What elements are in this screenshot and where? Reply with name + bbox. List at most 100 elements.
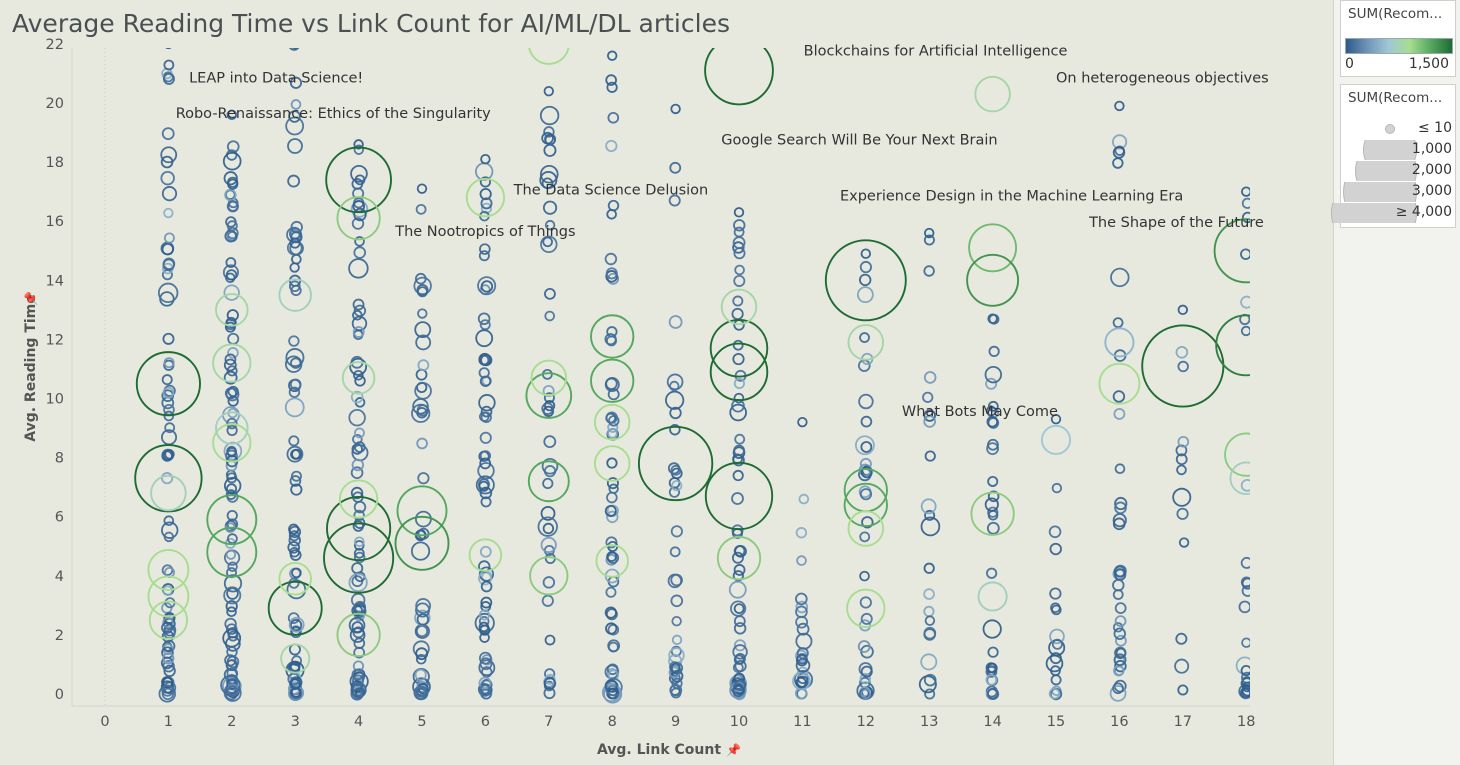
scatter-point[interactable]: [716, 535, 762, 581]
scatter-point[interactable]: [226, 509, 238, 522]
scatter-point[interactable]: [286, 445, 304, 463]
scatter-point[interactable]: [415, 368, 428, 381]
scatter-point[interactable]: [479, 176, 491, 188]
scatter-point[interactable]: [480, 496, 492, 508]
scatter-point[interactable]: [1241, 186, 1251, 197]
scatter-point[interactable]: [796, 622, 810, 636]
scatter-point[interactable]: [212, 423, 252, 463]
scatter-point[interactable]: [479, 431, 492, 444]
scatter-point[interactable]: [1114, 100, 1125, 112]
scatter-point[interactable]: [286, 579, 307, 600]
scatter-point[interactable]: [1049, 542, 1062, 556]
scatter-point[interactable]: [860, 415, 873, 428]
scatter-point[interactable]: [732, 352, 745, 366]
scatter-point[interactable]: [1175, 632, 1188, 645]
scatter-point[interactable]: [1241, 676, 1251, 688]
scatter-point[interactable]: [733, 274, 746, 287]
scatter-point[interactable]: [920, 653, 938, 671]
scatter-point[interactable]: [350, 681, 367, 698]
scatter-point[interactable]: [412, 640, 430, 658]
scatter-point[interactable]: [1114, 564, 1127, 578]
scatter-point[interactable]: [289, 678, 302, 690]
scatter-point[interactable]: [606, 491, 618, 504]
scatter-point[interactable]: [1172, 487, 1192, 507]
scatter-point[interactable]: [414, 321, 432, 339]
scatter-point[interactable]: [543, 677, 557, 690]
scatter-point[interactable]: [923, 409, 936, 422]
scatter-point[interactable]: [227, 630, 239, 642]
scatter-point[interactable]: [226, 424, 238, 437]
scatter-point[interactable]: [593, 445, 631, 482]
scatter-point[interactable]: [734, 433, 746, 445]
scatter-point[interactable]: [968, 223, 1018, 273]
scatter-point[interactable]: [986, 521, 1000, 535]
scatter-point[interactable]: [796, 653, 808, 665]
scatter-point[interactable]: [478, 367, 490, 379]
scatter-point[interactable]: [162, 652, 175, 665]
scatter-point[interactable]: [163, 357, 175, 369]
scatter-point[interactable]: [670, 573, 683, 587]
scatter-point[interactable]: [1114, 496, 1128, 511]
scatter-point[interactable]: [924, 450, 936, 462]
scatter-point[interactable]: [474, 612, 495, 634]
scatter-point[interactable]: [226, 606, 237, 617]
scatter-point[interactable]: [336, 612, 381, 658]
scatter-point[interactable]: [670, 525, 683, 538]
scatter-point[interactable]: [605, 411, 618, 424]
scatter-point[interactable]: [669, 424, 681, 436]
scatter-point[interactable]: [1240, 295, 1252, 309]
scatter-point[interactable]: [669, 546, 681, 558]
scatter-point[interactable]: [542, 477, 554, 490]
scatter-point[interactable]: [734, 545, 747, 558]
scatter-point[interactable]: [539, 164, 559, 184]
scatter-point[interactable]: [1177, 684, 1189, 696]
scatter-point[interactable]: [475, 329, 494, 348]
scatter-point[interactable]: [731, 524, 744, 537]
scatter-point[interactable]: [224, 617, 237, 631]
scatter-point[interactable]: [354, 536, 365, 548]
scatter-point[interactable]: [1104, 327, 1135, 358]
scatter-point[interactable]: [479, 187, 492, 201]
scatter-point[interactable]: [396, 485, 448, 537]
scatter-point[interactable]: [856, 286, 874, 304]
scatter-point[interactable]: [351, 604, 363, 617]
scatter-point[interactable]: [733, 603, 745, 614]
scatter-point[interactable]: [353, 509, 365, 522]
scatter-point[interactable]: [590, 314, 635, 359]
scatter-point[interactable]: [920, 498, 937, 515]
scatter-point[interactable]: [163, 59, 175, 71]
scatter-point[interactable]: [860, 612, 873, 625]
scatter-point[interactable]: [478, 480, 490, 492]
scatter-point[interactable]: [480, 405, 493, 418]
scatter-point[interactable]: [288, 110, 301, 123]
scatter-point[interactable]: [922, 391, 934, 403]
scatter-point[interactable]: [709, 342, 769, 402]
scatter-point[interactable]: [226, 659, 239, 672]
scatter-point[interactable]: [605, 74, 617, 86]
scatter-point[interactable]: [336, 196, 381, 241]
scatter-point[interactable]: [414, 382, 432, 400]
scatter-point[interactable]: [733, 207, 745, 218]
scatter-point[interactable]: [288, 534, 301, 547]
scatter-point[interactable]: [480, 153, 491, 165]
scatter-point[interactable]: [605, 377, 618, 390]
scatter-point[interactable]: [607, 623, 620, 636]
scatter-point[interactable]: [860, 441, 873, 453]
scatter-point[interactable]: [543, 435, 557, 449]
scatter-point[interactable]: [860, 248, 872, 259]
scatter-point[interactable]: [1112, 622, 1124, 633]
scatter-point[interactable]: [670, 464, 682, 476]
scatter-point[interactable]: [732, 295, 744, 307]
scatter-point[interactable]: [160, 146, 178, 164]
scatter-point[interactable]: [1115, 634, 1127, 647]
scatter-point[interactable]: [479, 657, 493, 671]
scatter-point[interactable]: [987, 438, 999, 451]
scatter-point[interactable]: [665, 390, 685, 410]
scatter-point[interactable]: [924, 688, 936, 700]
scatter-point[interactable]: [1113, 653, 1127, 667]
scatter-point[interactable]: [163, 449, 174, 461]
scatter-point[interactable]: [860, 466, 873, 479]
scatter-point[interactable]: [353, 441, 366, 453]
scatter-point[interactable]: [732, 570, 744, 582]
scatter-point[interactable]: [226, 685, 238, 697]
